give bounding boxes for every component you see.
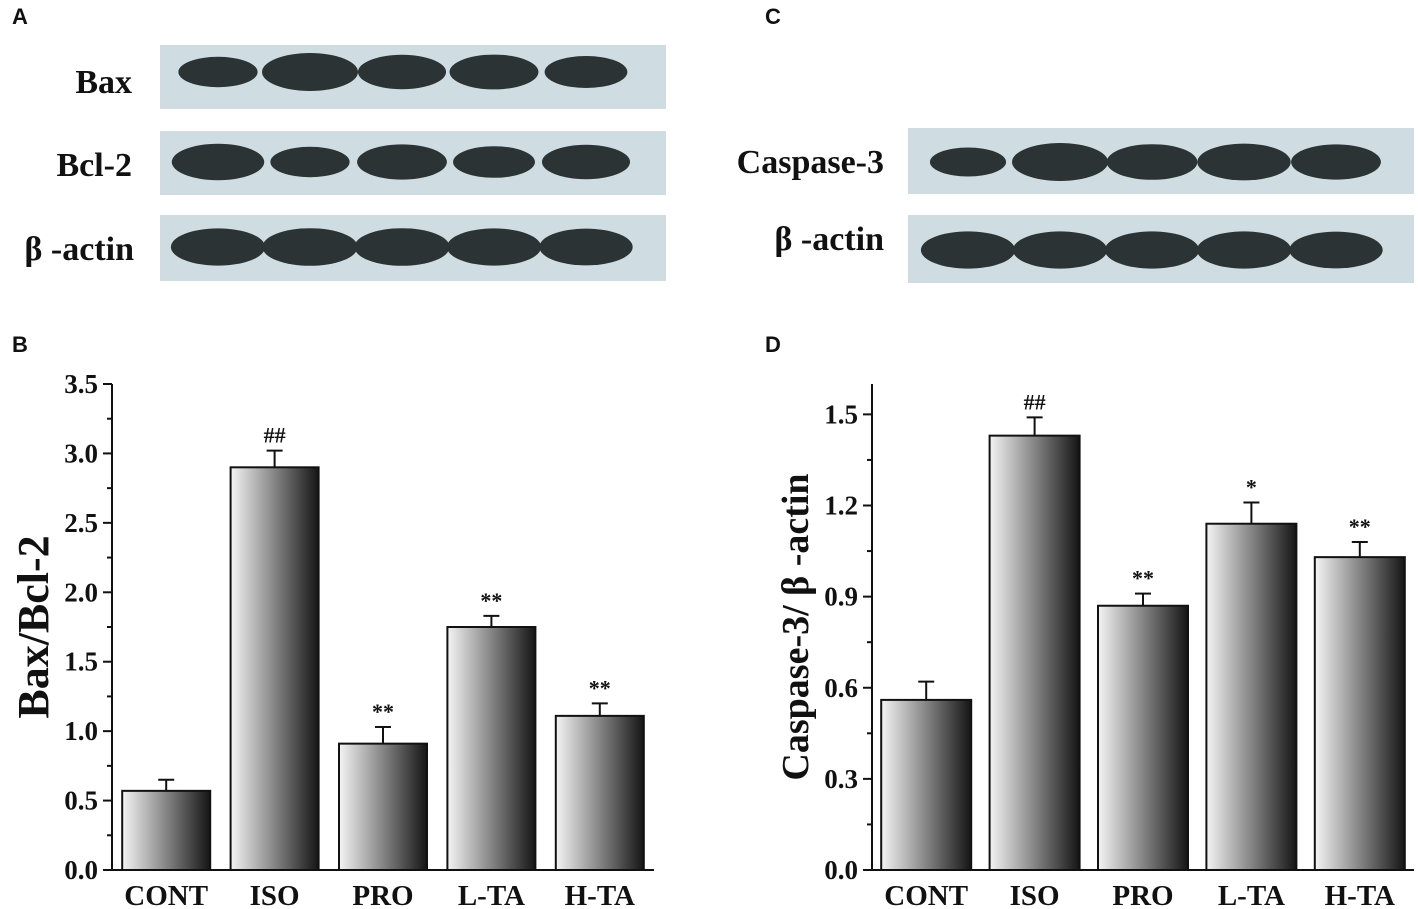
category-label: CONT	[124, 880, 208, 909]
bar-cont	[121, 789, 212, 872]
category-label: PRO	[1112, 880, 1173, 909]
bar-chart-d: 0.0 0.3 0.6 0.9 1.2 1.5 Caspase-3/ β -actin CON…	[775, 384, 1414, 909]
blot-band	[1291, 144, 1381, 180]
category-label: PRO	[352, 880, 413, 909]
blot-label-bax: Bax	[75, 64, 132, 101]
y-tick-label: 1.5	[64, 647, 98, 677]
blot-band	[920, 231, 1016, 269]
significance-label: **	[480, 588, 502, 613]
y-tick-label: 3.5	[64, 369, 98, 399]
significance-label: **	[1349, 514, 1371, 539]
blot-band	[1197, 143, 1291, 181]
blot-band	[1106, 144, 1198, 180]
y-axis-title: Bax/Bcl-2	[9, 535, 58, 718]
blot-band	[170, 228, 266, 266]
blot-band	[1012, 143, 1108, 181]
y-tick-label: 0.0	[824, 855, 858, 885]
blot-band	[357, 54, 447, 90]
bar-l-ta	[1205, 522, 1298, 871]
category-label: ISO	[250, 880, 300, 909]
y-tick-label: 2.5	[64, 508, 98, 538]
blot-band	[453, 146, 535, 178]
category-label: H-TA	[1325, 880, 1395, 909]
y-tick-label: 3.0	[64, 438, 98, 468]
y-tick-label: 0.6	[824, 673, 858, 703]
blot-band	[171, 143, 265, 181]
blot-row-caspase3: Caspase-3	[737, 128, 1414, 194]
blot-band	[1196, 231, 1292, 269]
significance-label: **	[1132, 566, 1154, 591]
blot-band	[270, 146, 350, 178]
y-axis-title: Caspase-3/ β -actin	[775, 473, 817, 780]
blot-band	[178, 56, 258, 88]
blot-row-beta-actin: β -actin	[24, 215, 666, 281]
significance-label: **	[372, 699, 394, 724]
y-tick-label: 0.9	[824, 582, 858, 612]
bar-cont	[880, 698, 973, 872]
bar-chart-b: 0.0 0.5 1.0 1.5 2.0 2.5 3.0 3.5 Bax/Bcl-2 CONT ## I…	[9, 369, 654, 909]
significance-label: **	[589, 675, 611, 700]
category-label: L-TA	[1218, 880, 1285, 909]
y-tick-label: 0.5	[64, 786, 98, 816]
blot-band	[929, 147, 1007, 177]
blot-label-beta-actin-a: β -actin	[24, 231, 134, 268]
western-blot-a: Bax Bcl-2 β -actin	[24, 45, 666, 281]
blot-band	[449, 54, 539, 90]
significance-label: ##	[264, 423, 286, 448]
significance-label: *	[1246, 474, 1257, 499]
y-tick-label: 1.5	[824, 399, 858, 429]
western-blot-c: Caspase-3 β -actin	[737, 128, 1414, 283]
bar-pro	[338, 742, 428, 872]
blot-band	[357, 144, 447, 180]
blot-band	[446, 228, 542, 266]
y-tick-label: 0.3	[824, 764, 858, 794]
blot-band	[354, 228, 450, 266]
blot-row-beta-actin: β -actin	[774, 215, 1414, 283]
significance-label: ##	[1024, 389, 1046, 414]
blot-band	[1012, 231, 1108, 269]
y-tick-label: 0.0	[64, 855, 98, 885]
blot-label-bcl2: Bcl-2	[56, 147, 132, 184]
blot-band	[262, 53, 358, 91]
bar-h-ta	[554, 714, 645, 872]
blot-band	[541, 144, 631, 180]
bar-pro	[1097, 604, 1189, 871]
category-label: CONT	[884, 880, 968, 909]
panel-letter-d: D	[765, 332, 781, 357]
blot-band	[262, 228, 358, 266]
panel-letter-b: B	[12, 332, 28, 357]
blot-row-bax: Bax	[75, 45, 666, 109]
blot-band	[1289, 231, 1383, 269]
panel-letter-a: A	[12, 4, 28, 29]
blot-label-caspase3: Caspase-3	[737, 144, 884, 181]
blot-label-beta-actin-c: β -actin	[774, 221, 884, 258]
panel-letter-c: C	[765, 4, 781, 29]
blot-band	[544, 56, 628, 88]
bar-iso	[229, 466, 320, 871]
blot-band	[1104, 231, 1200, 269]
blot-row-bcl2: Bcl-2	[56, 131, 666, 195]
y-tick-label: 1.0	[64, 716, 98, 746]
blot-band	[539, 228, 633, 266]
y-tick-label: 2.0	[64, 577, 98, 607]
bar-h-ta	[1313, 556, 1406, 871]
bar-iso	[988, 434, 1081, 871]
bar-l-ta	[446, 626, 537, 871]
category-label: ISO	[1010, 880, 1060, 909]
y-tick-label: 1.2	[824, 491, 858, 521]
category-label: L-TA	[458, 880, 525, 909]
category-label: H-TA	[565, 880, 635, 909]
